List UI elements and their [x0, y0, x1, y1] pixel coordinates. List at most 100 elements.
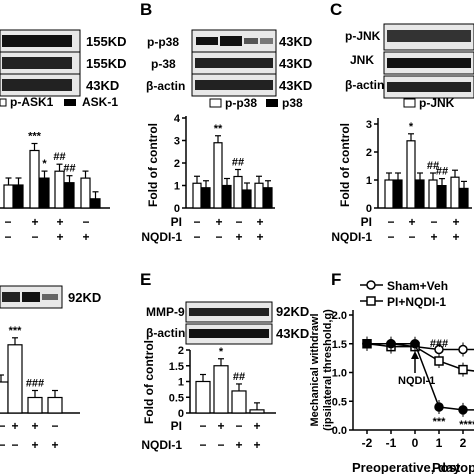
bar: [222, 184, 232, 209]
x-tick-label: -2: [362, 436, 373, 450]
condition-sign: +: [235, 438, 242, 452]
condition-sign: +: [256, 215, 263, 229]
panel-letter-f: F: [331, 270, 341, 289]
condition-label: PI: [171, 419, 182, 433]
condition-sign: −: [82, 215, 89, 229]
condition-sign: +: [82, 230, 89, 244]
y-tick-label: 3: [366, 119, 372, 131]
condition-sign: +: [430, 230, 437, 244]
significance-label: ##: [233, 371, 245, 383]
x-tick-label: 2: [460, 436, 467, 450]
y-tick-label: 0.5: [332, 396, 347, 408]
condition-sign: −: [199, 438, 206, 452]
legend-swatch-p-p38: [209, 98, 222, 108]
blot-a-kd-2: 155KD: [86, 56, 126, 71]
significance-label: ****: [459, 419, 474, 431]
bar: [428, 179, 438, 209]
condition-sign: +: [408, 215, 415, 229]
significance-label: *: [219, 346, 224, 358]
bar: [64, 182, 75, 209]
blot-b-band: [260, 38, 273, 44]
blot-c-band: [387, 58, 471, 68]
bar: [437, 185, 447, 209]
condition-sign: −: [217, 438, 224, 452]
condition-label: NQDI-1: [141, 230, 182, 244]
condition-sign: +: [253, 419, 260, 433]
blot-e-band: [189, 308, 269, 316]
condition-sign: +: [217, 419, 224, 433]
blot-e-label-2: β-actin: [146, 326, 185, 340]
chart-a: p-ASK1 ASK-1 ****#### − + + −− − + +: [0, 95, 118, 244]
condition-label: NQDI-1: [331, 230, 372, 244]
blot-b-band: [244, 38, 258, 44]
panel-letter-c: C: [330, 0, 342, 19]
chart-e-ylabel: Fold of control: [142, 340, 156, 424]
y-tick-label: 0.0: [332, 425, 347, 437]
blot-b-band: [196, 37, 218, 45]
blot-e-kd-1: 92KD: [276, 304, 309, 319]
condition-sign: −: [4, 230, 11, 244]
legend-swatch-p38: [266, 99, 278, 107]
significance-label: *: [42, 158, 47, 170]
data-point: [434, 356, 444, 366]
condition-sign: −: [387, 230, 394, 244]
chart-f-series: ####*******: [362, 336, 474, 431]
blot-a-band-3: [2, 79, 72, 91]
blot-e: MMP-9 β-actin 92KD 43KD: [146, 301, 309, 345]
chart-c-ylabel: Fold of control: [338, 123, 352, 207]
blot-a-kd-1: 155KD: [86, 34, 126, 49]
chart-f-xlabel: Preoperative, day: [352, 460, 461, 474]
condition-sign: +: [31, 438, 38, 452]
legend-label-sham: Sham+Veh: [387, 279, 448, 293]
chart-a-bars: ****####: [3, 131, 101, 209]
chart-c-bars: * ####: [384, 121, 469, 209]
data-point: [458, 405, 468, 415]
y-tick-label: 0.5: [169, 392, 184, 404]
data-point: [362, 339, 372, 349]
chart-e-ticks: 0 0.5 1 1.5 2: [169, 345, 190, 420]
legend-label-p-ask1: p-ASK1: [10, 95, 54, 109]
bar: [450, 176, 460, 209]
chart-e-bars: * ##: [195, 346, 265, 414]
legend-marker-sham: [366, 280, 376, 290]
y-tick-label: 4: [174, 113, 181, 125]
significance-label: ***: [28, 131, 42, 143]
condition-sign: +: [235, 230, 242, 244]
significance-label: ***: [433, 416, 447, 428]
blot-c-label-2: JNK: [350, 53, 374, 67]
panel-letter-e: E: [140, 270, 151, 289]
legend-swatch-ask1: [64, 99, 76, 106]
blot-c-band: [387, 30, 471, 42]
data-point: [410, 339, 420, 349]
condition-sign: −: [0, 438, 6, 452]
bar: [54, 170, 65, 209]
significance-label: ***: [9, 325, 23, 337]
blot-d: 92KD: [0, 285, 101, 309]
data-point: [458, 364, 468, 375]
y-tick-label: 1.5: [169, 361, 184, 373]
condition-sign: +: [215, 215, 222, 229]
bar: [231, 390, 247, 414]
blot-b-band: [195, 58, 273, 68]
significance-label: ##: [232, 157, 244, 169]
condition-sign: −: [408, 230, 415, 244]
y-tick-label: 1: [174, 181, 180, 193]
chart-f: Sham+Veh PI+NQDI-1 Mechanical withdrawl …: [309, 279, 474, 474]
y-tick-label: 2: [178, 345, 184, 357]
bar: [393, 179, 403, 209]
legend-label-p38: p38: [282, 96, 303, 110]
panel-letter-b: B: [140, 0, 152, 19]
condition-sign: −: [235, 419, 242, 433]
blot-c: p-JNK JNK β-actin: [345, 23, 474, 99]
blot-b-kd-2: 43KD: [279, 56, 312, 71]
blot-b-kd-1: 43KD: [279, 34, 312, 49]
condition-sign: −: [235, 215, 242, 229]
bar: [213, 365, 229, 414]
bar: [0, 381, 9, 414]
condition-sign: −: [215, 230, 222, 244]
bar: [39, 177, 50, 209]
condition-sign: +: [56, 230, 63, 244]
